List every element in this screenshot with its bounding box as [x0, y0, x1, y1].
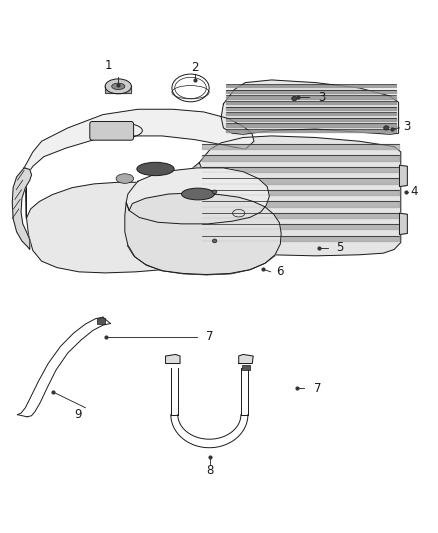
Ellipse shape: [116, 174, 134, 183]
Polygon shape: [105, 86, 131, 93]
Text: 2: 2: [191, 61, 199, 74]
Polygon shape: [239, 354, 253, 364]
Polygon shape: [24, 109, 254, 176]
Bar: [97, 318, 105, 324]
Polygon shape: [24, 168, 250, 273]
Bar: [242, 365, 250, 370]
Text: 1: 1: [105, 59, 113, 71]
Ellipse shape: [384, 126, 389, 130]
FancyBboxPatch shape: [90, 122, 134, 140]
Ellipse shape: [105, 79, 131, 94]
Polygon shape: [399, 213, 407, 235]
Polygon shape: [198, 136, 401, 256]
Ellipse shape: [292, 96, 297, 101]
Polygon shape: [177, 163, 202, 251]
Text: 6: 6: [276, 265, 283, 278]
Ellipse shape: [212, 239, 217, 243]
Text: 8: 8: [207, 464, 214, 477]
Polygon shape: [166, 354, 180, 364]
Text: 7: 7: [314, 382, 321, 394]
Text: 9: 9: [74, 408, 82, 421]
Ellipse shape: [112, 83, 125, 90]
Text: 4: 4: [410, 185, 418, 198]
Polygon shape: [221, 80, 399, 134]
Polygon shape: [399, 165, 407, 187]
Text: 5: 5: [336, 241, 343, 254]
Ellipse shape: [137, 162, 174, 176]
Text: 3: 3: [318, 91, 325, 103]
Text: 7: 7: [205, 330, 213, 343]
Polygon shape: [126, 168, 269, 224]
Polygon shape: [12, 168, 32, 249]
Ellipse shape: [181, 188, 215, 200]
Polygon shape: [125, 193, 281, 274]
Ellipse shape: [212, 190, 217, 193]
Text: 3: 3: [404, 120, 411, 133]
